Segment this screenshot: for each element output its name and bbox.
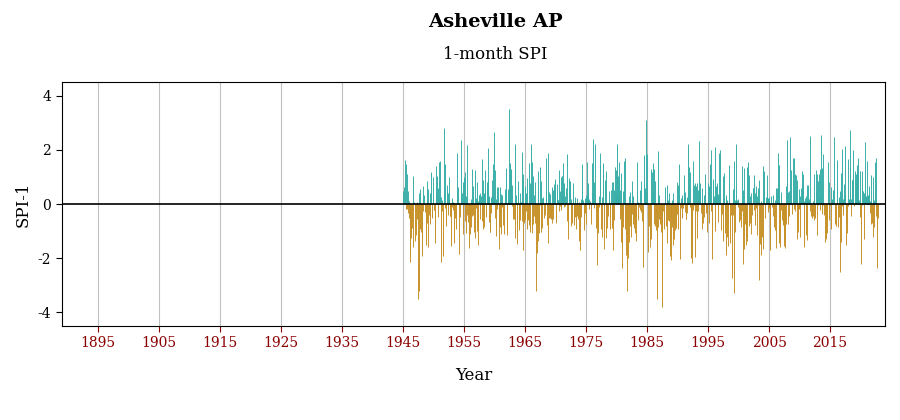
X-axis label: Year: Year (454, 367, 492, 384)
Y-axis label: SPI-1: SPI-1 (15, 181, 32, 227)
Text: Asheville AP: Asheville AP (428, 13, 562, 31)
Text: 1-month SPI: 1-month SPI (443, 46, 547, 63)
